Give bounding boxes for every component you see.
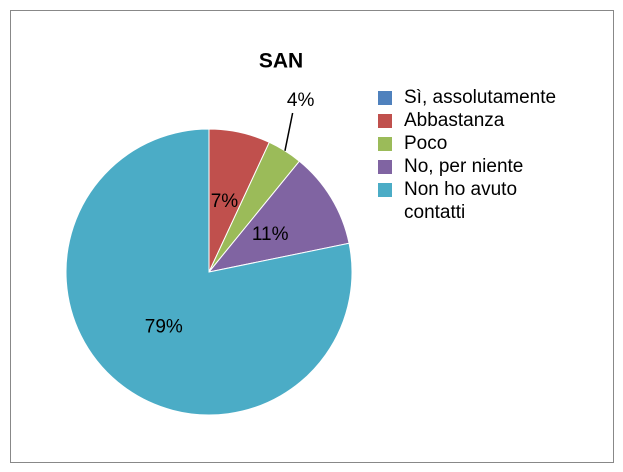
legend-label: Non ho avuto contatti bbox=[404, 179, 518, 223]
legend-swatch bbox=[378, 160, 392, 174]
legend-swatch bbox=[378, 137, 392, 151]
leader-line bbox=[284, 112, 294, 151]
legend-swatch bbox=[378, 183, 392, 197]
legend-swatch bbox=[378, 91, 392, 105]
data-label: 11% bbox=[252, 224, 289, 245]
legend-item: Sì, assolutamente bbox=[378, 86, 563, 109]
chart-title: SAN bbox=[259, 50, 303, 73]
legend-label: Abbastanza bbox=[404, 110, 505, 131]
data-label: 79% bbox=[145, 316, 183, 337]
legend-swatch bbox=[378, 114, 392, 128]
legend-label: No, per niente bbox=[404, 156, 524, 177]
legend: Sì, assolutamente Abbastanza Poco No, per n… bbox=[378, 86, 563, 224]
legend-item: No, per niente bbox=[378, 155, 563, 178]
data-label: 7% bbox=[211, 191, 239, 212]
pie-slice bbox=[207, 160, 350, 273]
legend-item: Poco bbox=[378, 132, 563, 155]
legend-item: Abbastanza bbox=[378, 109, 563, 132]
legend-label: Poco bbox=[404, 133, 448, 154]
legend-label: Sì, assolutamente bbox=[404, 87, 557, 108]
legend-item: Non ho avuto contatti bbox=[378, 178, 563, 224]
data-label: 4% bbox=[287, 90, 315, 111]
pie-slice bbox=[65, 128, 353, 416]
